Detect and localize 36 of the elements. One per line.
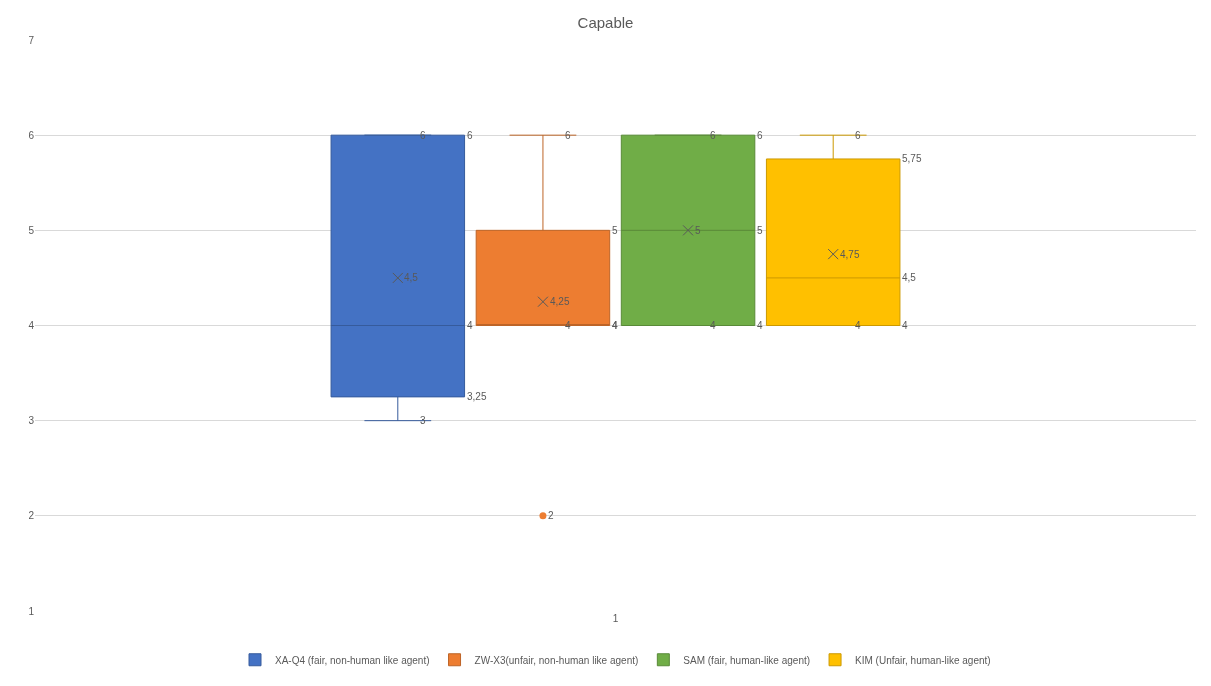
y-tick-label: 2 [28,510,35,522]
y-tick-label: 3 [28,415,35,427]
y-tick-label: 6 [28,129,35,141]
annotation: 4,25 [550,296,570,307]
legend-label: XA-Q4 (fair, non-human like agent) [275,654,430,666]
annotation: 6 [757,130,763,141]
annotation: 5 [757,225,763,236]
annotation: 6 [565,130,571,141]
annotation: 4 [565,320,571,331]
annotation: 6 [467,130,473,141]
annotation: 4,5 [902,272,917,283]
legend-label: SAM (fair, human-like agent) [683,654,811,666]
annotation: 4 [757,320,763,331]
annotation: 4 [612,320,618,331]
annotation: 4,5 [404,272,419,283]
annotation: 4 [902,320,908,331]
annotation: 3 [420,415,426,426]
annotation: 4 [467,320,473,331]
legend-label: KIM (Unfair, human-like agent) [855,654,991,666]
chart-title: Capable [577,13,634,31]
annotation: 4 [855,320,861,331]
annotation: 3,25 [467,391,487,402]
y-tick-label: 4 [28,320,35,331]
annotation: 6 [420,130,426,141]
legend-label: ZW-X3(unfair, non-human like agent) [474,654,639,666]
annotation: 4,75 [840,249,860,260]
y-tick-label: 5 [28,224,35,236]
annotation: 5 [695,225,701,236]
annotation: 6 [710,130,716,141]
annotation: 5,75 [902,153,922,164]
annotation: 4 [710,320,716,331]
y-tick-label: 7 [28,34,35,46]
annotation: 2 [548,510,554,521]
annotation: 5 [612,225,618,236]
annotation: 6 [855,130,861,141]
y-tick-label: 1 [28,605,35,617]
